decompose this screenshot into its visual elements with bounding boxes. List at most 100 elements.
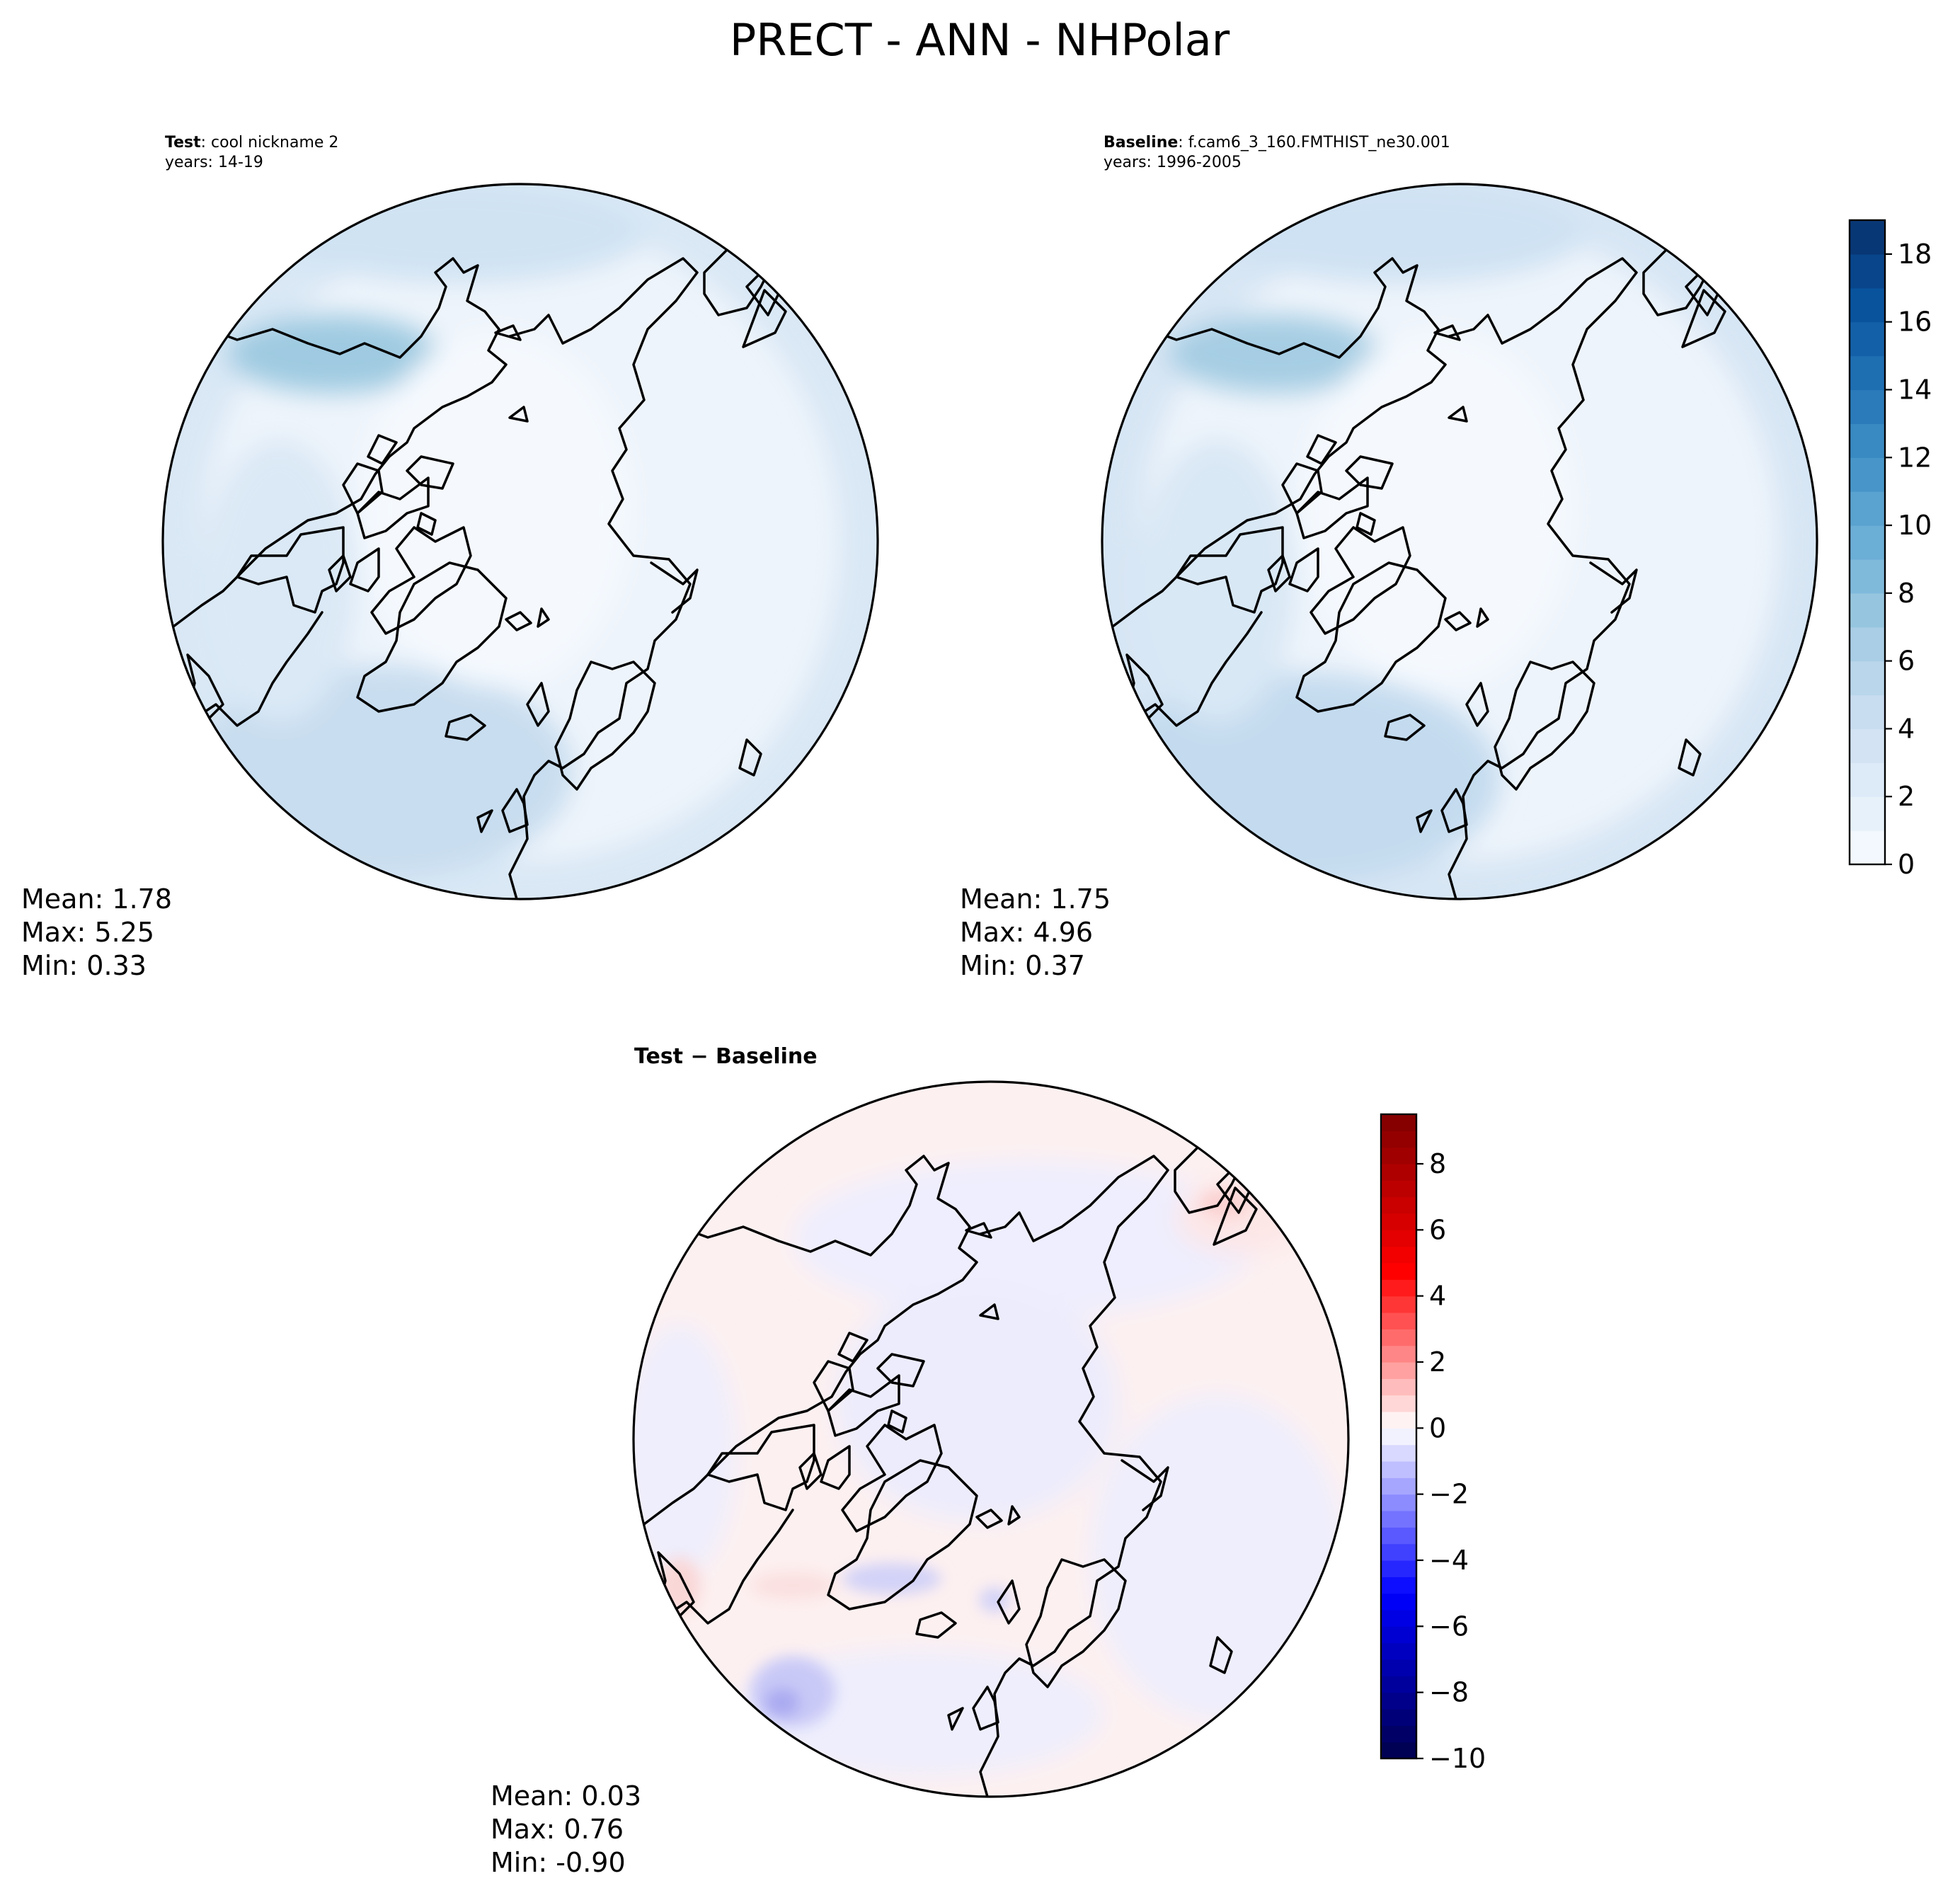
colorbar-diff-segment <box>1381 1131 1416 1148</box>
stat-max-baseline: Max: 4.96 <box>960 917 1093 948</box>
panel-baseline-label-rest: : f.cam6_3_160.FMTHIST_ne30.001 <box>1178 134 1450 151</box>
colorbar-precip-tick-label: 18 <box>1898 239 1932 270</box>
colorbar-precip-tick-label: 8 <box>1898 578 1915 609</box>
colorbar-precip: 0 2 4 6 8 10 12 14 16 18 <box>1848 219 1932 880</box>
stat-min-diff: Min: -0.90 <box>491 1847 626 1878</box>
colorbar-diff-segment <box>1381 1494 1416 1511</box>
panel-diff-label: Test − Baseline <box>634 1044 818 1069</box>
figure-title: PRECT - ANN - NHPolar <box>730 14 1230 66</box>
colorbar-diff-segment <box>1381 1230 1416 1247</box>
panel-diff: Test − Baseline <box>491 1044 1350 1878</box>
colorbar-precip-segment <box>1850 220 1885 255</box>
panel-baseline-label-bold: Baseline <box>1104 134 1178 151</box>
colorbar-precip-segment <box>1850 728 1885 763</box>
colorbar-diff-tick-label: 6 <box>1429 1214 1446 1245</box>
colorbar-diff-segment <box>1381 1164 1416 1181</box>
colorbar-precip-segment <box>1850 593 1885 628</box>
colorbar-diff-segment <box>1381 1577 1416 1594</box>
colorbar-diff-segment <box>1381 1444 1416 1462</box>
colorbar-diff-frame <box>1380 1113 1418 1760</box>
colorbar-precip-segment <box>1850 355 1885 391</box>
colorbar-precip-segment <box>1850 525 1885 560</box>
map-diff-border <box>632 1080 1350 1798</box>
colorbar-diff-tick-label: −2 <box>1429 1479 1469 1510</box>
colorbar-precip-segment <box>1850 559 1885 594</box>
colorbar-diff-segment <box>1381 1412 1416 1429</box>
colorbar-diff-tick-label: −6 <box>1429 1610 1469 1642</box>
stat-max-diff: Max: 0.76 <box>491 1814 624 1845</box>
colorbar-precip-segment <box>1850 457 1885 492</box>
colorbar-diff-segment <box>1381 1329 1416 1346</box>
colorbar-diff-segment <box>1381 1180 1416 1198</box>
colorbar-diff-segment <box>1381 1527 1416 1545</box>
colorbar-precip-tick-label: 6 <box>1898 646 1915 677</box>
stat-mean-test: Mean: 1.78 <box>21 883 172 915</box>
map-diff <box>634 1082 1348 1797</box>
colorbar-diff-segment <box>1381 1477 1416 1495</box>
colorbar-diff-segment <box>1381 1642 1416 1660</box>
map-baseline <box>1102 184 1817 899</box>
colorbar-diff-segment <box>1381 1279 1416 1297</box>
panel-baseline-label: Baseline: f.cam6_3_160.FMTHIST_ne30.001 <box>1104 134 1450 151</box>
colorbar-precip-tick-label: 16 <box>1898 307 1932 338</box>
stat-min-test: Min: 0.33 <box>21 950 147 981</box>
colorbar-diff-segment <box>1381 1676 1416 1693</box>
stat-mean-diff: Mean: 0.03 <box>491 1780 641 1812</box>
colorbar-diff-segment <box>1381 1312 1416 1329</box>
colorbar-diff-tick-label: −10 <box>1429 1743 1486 1774</box>
stat-max-test: Max: 5.25 <box>21 917 154 948</box>
colorbar-precip-tick-label: 4 <box>1898 713 1915 744</box>
colorbar-diff-segment <box>1381 1263 1416 1280</box>
colorbar-diff-segment <box>1381 1213 1416 1230</box>
colorbar-diff-segment <box>1381 1395 1416 1412</box>
colorbar-diff-segment <box>1381 1725 1416 1743</box>
colorbar-diff-tick-label: −8 <box>1429 1677 1469 1708</box>
colorbar-diff-tick-label: 8 <box>1429 1148 1446 1179</box>
colorbar-diff-segment <box>1381 1659 1416 1676</box>
colorbar-precip-segment <box>1850 491 1885 526</box>
colorbar-precip-tick-label: 0 <box>1898 849 1915 880</box>
colorbar-diff-segment <box>1381 1196 1416 1214</box>
colorbar-diff: −10 −8 −6 −4 −2 0 2 4 6 8 <box>1380 1113 1486 1774</box>
colorbar-diff-segment <box>1381 1610 1416 1627</box>
colorbar-precip-segment <box>1850 423 1885 458</box>
colorbar-precip-segment <box>1850 762 1885 797</box>
colorbar-precip-tick-label: 12 <box>1898 442 1932 473</box>
colorbar-diff-tick-label: 0 <box>1429 1412 1446 1443</box>
colorbar-diff-segment <box>1381 1626 1416 1644</box>
colorbar-precip-segment <box>1850 660 1885 696</box>
colorbar-diff-segment <box>1381 1543 1416 1561</box>
panel-test-years: years: 14-19 <box>165 154 263 171</box>
panel-test-label-bold: Test <box>165 134 201 151</box>
colorbar-precip-segment <box>1850 253 1885 289</box>
colorbar-diff-tick-label: −4 <box>1429 1545 1469 1576</box>
colorbar-precip-tick-label: 14 <box>1898 374 1932 405</box>
colorbar-diff-segment <box>1381 1709 1416 1726</box>
colorbar-diff-segment <box>1381 1461 1416 1478</box>
panel-test-label-rest: : cool nickname 2 <box>201 134 339 151</box>
colorbar-precip-frame <box>1848 219 1886 866</box>
colorbar-diff-segment <box>1381 1114 1416 1131</box>
stat-mean-baseline: Mean: 1.75 <box>960 883 1111 915</box>
colorbar-diff-segment <box>1381 1741 1416 1759</box>
colorbar-precip-tick-label: 10 <box>1898 510 1932 541</box>
colorbar-diff-segment <box>1381 1593 1416 1610</box>
colorbar-diff-tick-label: 2 <box>1429 1346 1446 1378</box>
panel-test: Test: cool nickname 2 years: 14-19 Mean:… <box>21 134 879 981</box>
colorbar-precip-segment <box>1850 627 1885 662</box>
stat-min-baseline: Min: 0.37 <box>960 950 1085 981</box>
colorbar-diff-segment <box>1381 1378 1416 1396</box>
colorbar-diff-segment <box>1381 1246 1416 1264</box>
colorbar-precip-segment <box>1850 796 1885 831</box>
colorbar-precip-segment <box>1850 321 1885 357</box>
colorbar-diff-segment <box>1381 1362 1416 1379</box>
colorbar-diff-segment <box>1381 1428 1416 1446</box>
colorbar-diff-tick-label: 4 <box>1429 1281 1446 1312</box>
colorbar-diff-segment <box>1381 1692 1416 1710</box>
colorbar-precip-segment <box>1850 389 1885 424</box>
colorbar-diff-segment <box>1381 1147 1416 1165</box>
panel-baseline: Baseline: f.cam6_3_160.FMTHIST_ne30.001 … <box>960 134 1818 981</box>
colorbar-precip-segment <box>1850 287 1885 323</box>
colorbar-precip-segment <box>1850 830 1885 865</box>
